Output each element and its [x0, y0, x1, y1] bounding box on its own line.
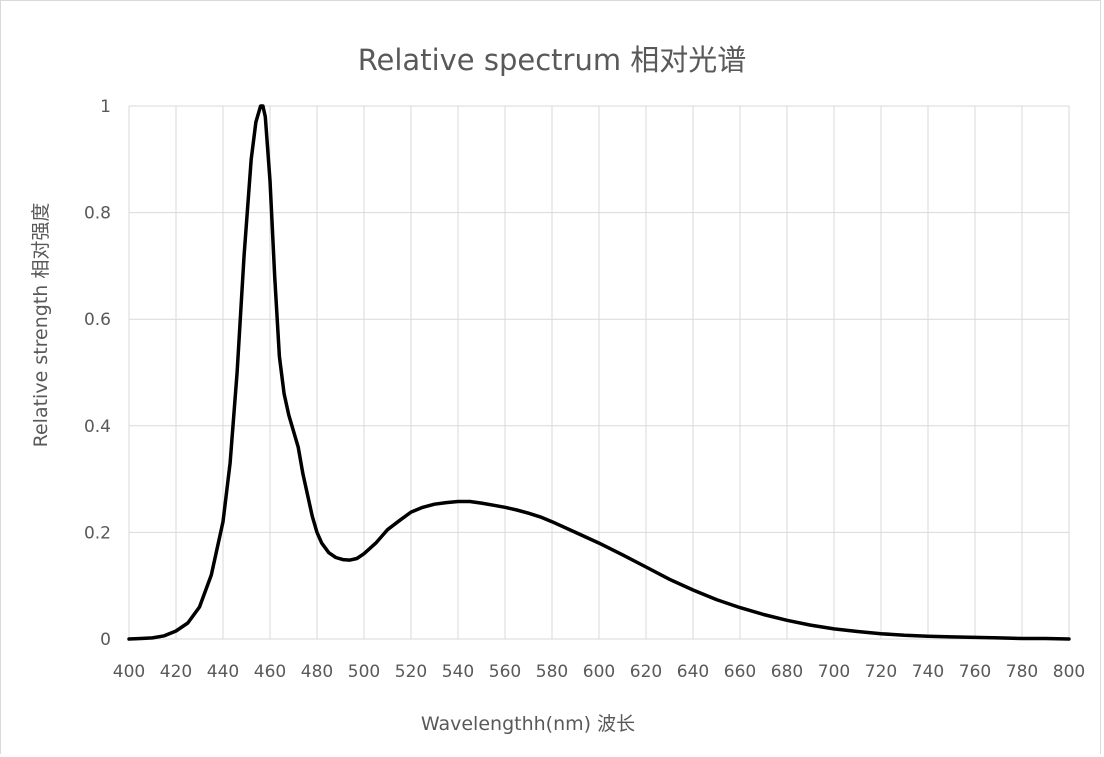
- x-tick-label: 440: [207, 662, 239, 682]
- x-tick-label: 600: [583, 662, 615, 682]
- x-tick-label: 700: [818, 662, 850, 682]
- x-tick-label: 740: [912, 662, 944, 682]
- x-axis-label: Wavelengthh(nm) 波长: [421, 713, 635, 735]
- x-tick-label: 580: [536, 662, 568, 682]
- x-tick-label: 720: [865, 662, 897, 682]
- y-axis-label: Relative strength 相对强度: [30, 203, 52, 448]
- y-tick-label: 0.8: [84, 204, 111, 224]
- chart-title: Relative spectrum 相对光谱: [358, 43, 747, 77]
- x-tick-label: 520: [395, 662, 427, 682]
- x-tick-label: 780: [1006, 662, 1038, 682]
- y-tick-label: 0: [100, 630, 111, 650]
- grid: [128, 105, 1070, 640]
- x-tick-label: 660: [724, 662, 756, 682]
- y-tick-label: 0.4: [84, 417, 111, 437]
- x-tick-label: 640: [677, 662, 709, 682]
- x-tick-label: 680: [771, 662, 803, 682]
- spectrum-line: [127, 104, 1071, 641]
- x-tick-label: 400: [113, 662, 145, 682]
- y-tick-labels: 0 0.2 0.4 0.6 0.8 1: [84, 97, 111, 650]
- x-tick-label: 540: [442, 662, 474, 682]
- x-tick-labels: 400 420 440 460 480 500 520 540 560 580 600 620 640 6…: [113, 662, 1085, 682]
- y-tick-label: 0.6: [84, 310, 111, 330]
- series-group: [127, 104, 1071, 641]
- y-tick-label: 0.2: [84, 523, 111, 543]
- x-tick-label: 620: [630, 662, 662, 682]
- x-tick-label: 460: [254, 662, 286, 682]
- x-tick-label: 800: [1053, 662, 1085, 682]
- x-tick-label: 760: [959, 662, 991, 682]
- x-tick-label: 420: [160, 662, 192, 682]
- x-tick-label: 500: [348, 662, 380, 682]
- x-tick-label: 560: [489, 662, 521, 682]
- y-tick-label: 1: [100, 97, 111, 117]
- x-tick-label: 480: [301, 662, 333, 682]
